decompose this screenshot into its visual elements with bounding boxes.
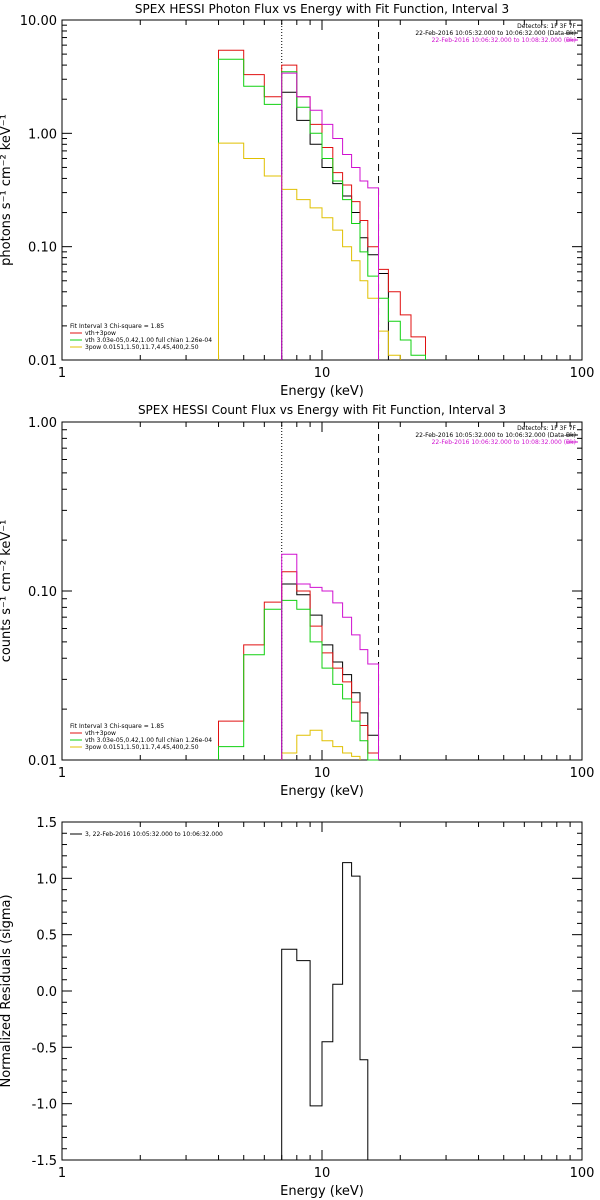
y-tick-label: 0.10 — [28, 585, 57, 600]
chart-panel-3: 1 10 100 -1.5 -1.0 -0.5 0.0 0.5 1.0 1.5 Energy (ke… — [0, 816, 594, 1199]
x-tick-label: 10 — [314, 766, 331, 781]
plot-frame — [61, 821, 583, 1161]
x-axis-label: Energy (keV) — [280, 1184, 364, 1199]
legend-entry: 3pow 0.0151,1.50,11.7,4.45,400,2.50 — [85, 344, 199, 351]
plot-header-text: 22-Feb-2016 10:06:32.000 to 10:08:32.000… — [432, 439, 576, 446]
y-tick-label: -1.5 — [32, 1154, 57, 1169]
x-axis-label: Energy (keV) — [280, 384, 364, 399]
y-tick-label: 0.10 — [28, 241, 57, 256]
y-tick-label: 0.01 — [28, 354, 57, 369]
chart-title: SPEX HESSI Photon Flux vs Energy with Fi… — [135, 2, 509, 16]
legend-entry: 3, 22-Feb-2016 10:05:32.000 to 10:06:32.… — [85, 831, 223, 838]
y-axis-label: Normalized Residuals (sigma) — [0, 894, 14, 1087]
y-tick-label: 1.00 — [28, 127, 57, 142]
x-tick-label: 1 — [58, 366, 66, 381]
x-axis-label: Energy (keV) — [280, 784, 364, 799]
y-axis-label: photons s⁻¹ cm⁻² keV⁻¹ — [0, 114, 14, 266]
legend-entry: vth 3.03e-05,0.42,1.00 full chian 1.26e-… — [85, 737, 212, 744]
series-line-3 — [218, 599, 379, 761]
y-tick-label: 10.00 — [20, 14, 57, 29]
legend-entry: vth 3.03e-05,0.42,1.00 full chian 1.26e-… — [85, 337, 212, 344]
y-tick-label: 0.0 — [36, 985, 57, 1000]
series-line-1 — [281, 91, 389, 360]
plot-frame — [61, 19, 583, 361]
y-tick-label: 1.00 — [28, 416, 57, 431]
series-line-2 — [218, 49, 426, 360]
y-tick-label: -0.5 — [32, 1041, 57, 1056]
plot-header-text: 22-Feb-2016 10:05:32.000 to 10:06:32.000… — [415, 30, 576, 37]
legend-entry: Fit Interval 3 Chi-square = 1.85 — [70, 723, 164, 730]
y-axis-label: counts s⁻¹ cm⁻² keV⁻¹ — [0, 520, 14, 663]
series-line-5 — [281, 72, 379, 360]
series-line-4 — [281, 729, 361, 760]
series-line-2 — [218, 571, 379, 760]
y-tick-label: 1.5 — [36, 816, 57, 831]
x-tick-label: 100 — [570, 1166, 595, 1181]
x-tick-label: 100 — [570, 766, 595, 781]
y-tick-label: -1.0 — [32, 1098, 57, 1113]
x-tick-label: 1 — [58, 766, 66, 781]
series-line-4 — [218, 142, 401, 360]
x-tick-label: 100 — [570, 366, 595, 381]
series-line-1 — [281, 862, 379, 1161]
plot-header-text: 22-Feb-2016 10:05:32.000 to 10:06:32.000… — [415, 432, 576, 439]
y-tick-label: 0.01 — [28, 754, 57, 769]
y-tick-label: 0.5 — [36, 929, 57, 944]
plot-header-text: 22-Feb-2016 10:06:32.000 to 10:08:32.000… — [432, 37, 576, 44]
x-tick-label: 1 — [58, 1166, 66, 1181]
chart-title: SPEX HESSI Count Flux vs Energy with Fit… — [138, 403, 506, 417]
series-line-1 — [281, 583, 379, 760]
series-line-3 — [218, 58, 426, 360]
plot-header-text: Detectors: 1F 3F 7F — [517, 23, 576, 30]
series-line-5 — [281, 553, 379, 760]
legend-entry: vth+3pow — [85, 730, 116, 737]
legend-entry: 3pow 0.0151,1.50,11.7,4.45,400,2.50 — [85, 744, 199, 751]
legend-entry: Fit Interval 3 Chi-square = 1.85 — [70, 323, 164, 330]
x-tick-label: 10 — [314, 366, 331, 381]
x-tick-label: 10 — [314, 1166, 331, 1181]
y-tick-label: 1.0 — [36, 872, 57, 887]
chart-panel-1: SPEX HESSI Photon Flux vs Energy with Fi… — [0, 2, 594, 399]
legend-entry: vth+3pow — [85, 330, 116, 337]
plot-header-text: Detectors: 1F 3F 7F — [517, 425, 576, 432]
chart-panel-2: SPEX HESSI Count Flux vs Energy with Fit… — [0, 403, 594, 799]
